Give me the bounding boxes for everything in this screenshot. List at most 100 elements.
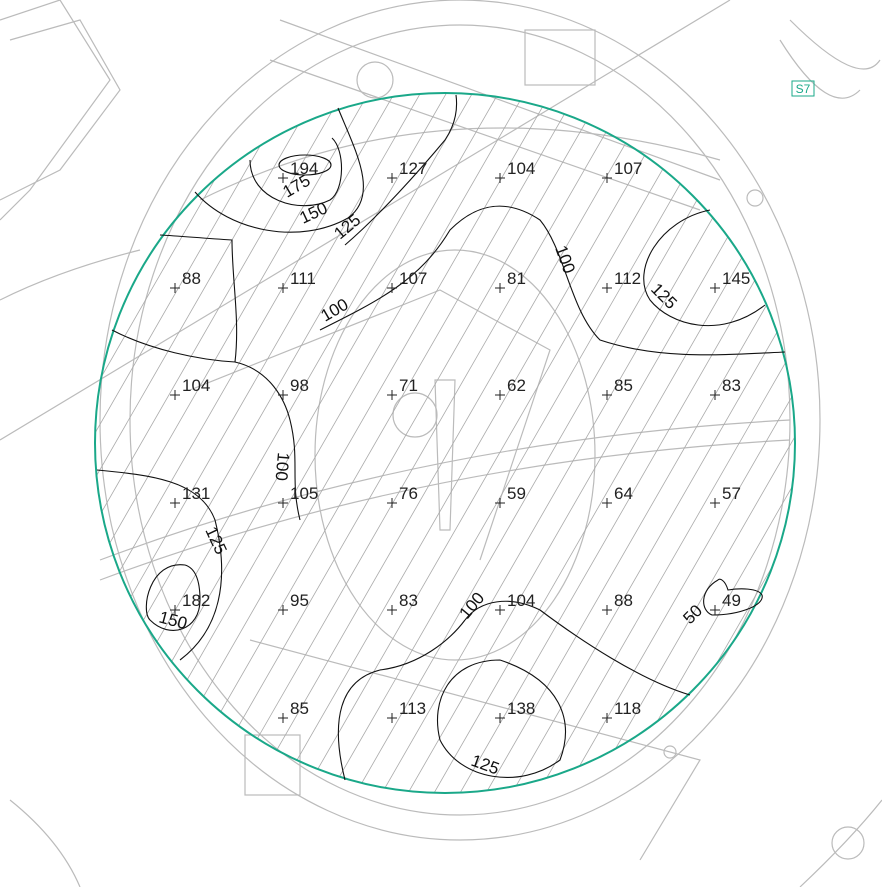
measure-cross	[710, 605, 720, 615]
hatch-line	[145, 93, 657, 793]
contour-label: 150	[297, 198, 331, 227]
hatch-line	[405, 93, 795, 793]
hatch-line	[379, 93, 795, 793]
measure-cross	[602, 605, 612, 615]
measure-cross	[495, 390, 505, 400]
measure-cross	[278, 498, 288, 508]
hatch-line	[95, 93, 371, 793]
contour-label: 100	[318, 295, 352, 326]
measure-cross	[170, 605, 180, 615]
measurement-value: 81	[507, 269, 526, 288]
measure-cross	[602, 283, 612, 293]
measurement-value: 59	[507, 484, 526, 503]
measurement-value: 113	[399, 699, 426, 718]
hatch-line	[796, 0, 882, 887]
measure-cross	[710, 498, 720, 508]
measurement-value: 88	[614, 591, 633, 610]
measurement-value: 49	[722, 591, 741, 610]
hatch-line	[431, 93, 795, 793]
measurement-value: 107	[614, 159, 642, 178]
measurement-value: 104	[507, 159, 535, 178]
hatch-line	[95, 93, 137, 793]
measure-cross	[387, 283, 397, 293]
measurement-value: 118	[614, 699, 641, 718]
measurement-value: 112	[614, 269, 641, 288]
measurement-value: 131	[182, 484, 210, 503]
measure-cross	[710, 390, 720, 400]
hatch-line	[509, 93, 795, 793]
measure-cross	[278, 605, 288, 615]
measure-cross	[495, 605, 505, 615]
measurement-value: 127	[399, 159, 427, 178]
measure-cross	[602, 390, 612, 400]
measure-cross	[602, 498, 612, 508]
hatch-line	[95, 93, 241, 793]
measurement-value: 83	[399, 591, 418, 610]
measurement-value: 71	[399, 376, 418, 395]
hatch-line	[95, 93, 449, 793]
measurement-value: 104	[507, 591, 535, 610]
measurement-value: 76	[399, 484, 418, 503]
measurement-value: 111	[290, 269, 316, 288]
measure-cross	[495, 498, 505, 508]
hatch-line	[483, 93, 795, 793]
sheet-tag-box	[791, 80, 815, 97]
measure-cross	[495, 713, 505, 723]
measure-cross	[387, 498, 397, 508]
hatch-line	[95, 93, 423, 793]
contour-label: 125	[647, 279, 680, 312]
measurement-value: 194	[290, 159, 318, 178]
measure-cross	[387, 605, 397, 615]
measurement-value: 83	[722, 376, 741, 395]
measurement-value: 182	[182, 591, 210, 610]
hatch-line	[457, 93, 795, 793]
measure-cross	[387, 173, 397, 183]
contours	[96, 94, 786, 781]
measure-cross	[602, 173, 612, 183]
hatch-line	[822, 0, 882, 887]
measurement-value: 98	[290, 376, 309, 395]
hatch-line	[95, 93, 111, 793]
hatch-line	[249, 93, 761, 793]
hatch-line	[769, 93, 795, 793]
measure-cross	[710, 283, 720, 293]
measurement-value: 138	[507, 699, 535, 718]
measure-cross	[278, 173, 288, 183]
measure-cross	[387, 713, 397, 723]
measure-cross	[387, 390, 397, 400]
hatch-line	[665, 93, 795, 793]
measurement-value: 64	[614, 484, 633, 503]
hatch-line	[613, 93, 795, 793]
contour-label: 150	[157, 608, 189, 634]
measure-cross	[278, 283, 288, 293]
measurement-boundary	[94, 92, 796, 794]
hatch-line	[95, 93, 397, 793]
measure-cross	[170, 283, 180, 293]
hatch-line	[95, 93, 345, 793]
hatch-line	[95, 93, 267, 793]
hatch-line	[95, 93, 319, 793]
hatch-line	[95, 93, 475, 793]
sheet-tag: S7	[796, 82, 811, 96]
measure-cross	[495, 283, 505, 293]
measurement-value: 107	[399, 269, 427, 288]
hatch-line	[95, 93, 579, 793]
measurement-value: 62	[507, 376, 526, 395]
hatch-line	[95, 93, 293, 793]
measurement-value: 57	[722, 484, 741, 503]
hatch-line	[197, 93, 709, 793]
measure-cross	[278, 390, 288, 400]
hatch-line	[275, 93, 787, 793]
hatch-line	[561, 93, 795, 793]
measurement-value: 85	[614, 376, 633, 395]
contour-label: 50	[679, 601, 706, 628]
hatch-line	[95, 93, 189, 793]
measurement-value: 105	[290, 484, 318, 503]
measure-cross	[495, 173, 505, 183]
measure-cross	[278, 713, 288, 723]
hatch-line	[535, 93, 795, 793]
measure-cross	[170, 390, 180, 400]
